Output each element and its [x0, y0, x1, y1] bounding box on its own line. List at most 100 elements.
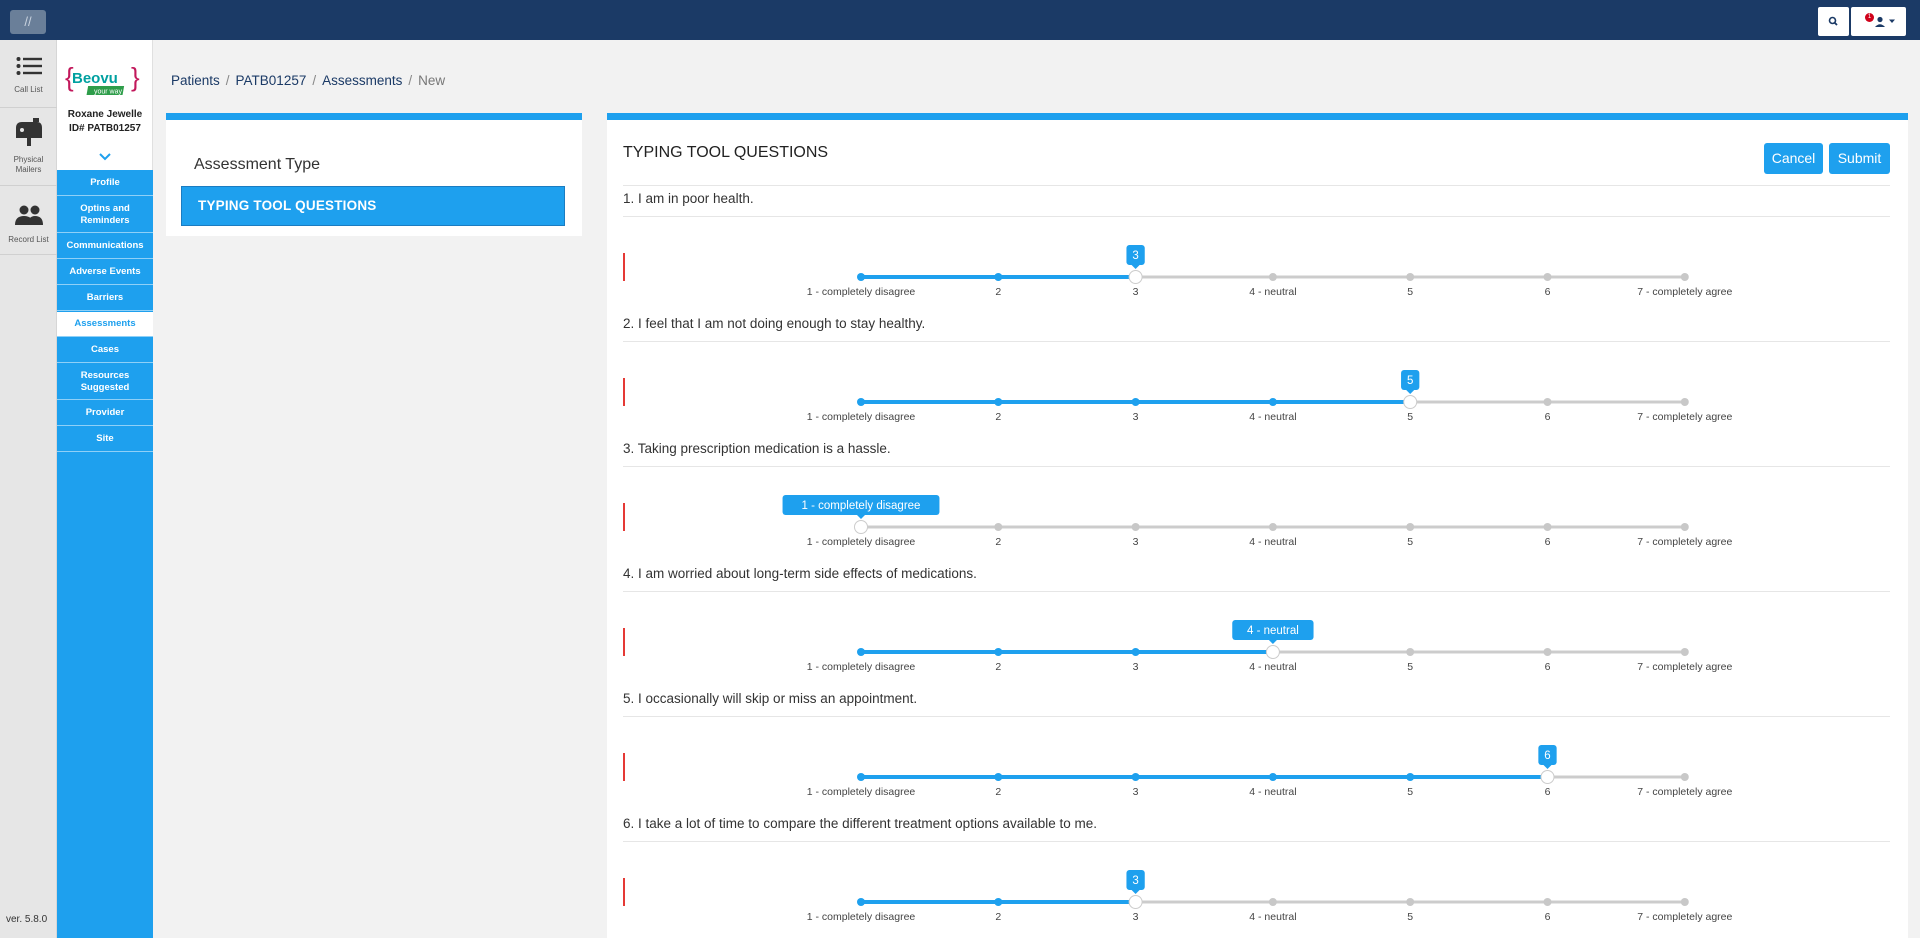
slider-tick[interactable] [1680, 898, 1689, 906]
slider-tick[interactable] [1268, 398, 1277, 406]
slider-tick-label: 1 - completely disagree [807, 411, 916, 423]
slider-tick-label: 4 - neutral [1249, 411, 1296, 423]
rail-divider [0, 107, 57, 108]
question-divider [623, 216, 1890, 217]
breadcrumb-patients[interactable]: Patients [171, 73, 220, 88]
slider-handle[interactable] [1265, 645, 1280, 659]
slider-handle[interactable] [1540, 770, 1555, 784]
rating-slider[interactable]: 1 - completely disagree 2 3 4 - neutral 5 6 7 … [623, 441, 1890, 566]
slider-handle[interactable] [1403, 395, 1418, 409]
slider-tick[interactable] [1543, 398, 1552, 406]
slider-tick-label: 4 - neutral [1249, 286, 1296, 298]
slider-tick[interactable] [994, 648, 1003, 656]
slider-handle[interactable] [854, 520, 868, 534]
slider-tick[interactable] [857, 273, 865, 281]
slider-tick[interactable] [1543, 273, 1552, 281]
slider-tick-label: 5 [1407, 411, 1413, 423]
patient-nav-item-adverse-events[interactable]: Adverse Events [57, 260, 153, 285]
slider-tick-label: 2 [995, 786, 1001, 798]
slider-tick[interactable] [994, 523, 1003, 531]
patient-nav-item-communications[interactable]: Communications [57, 234, 153, 259]
slider-handle[interactable] [1128, 895, 1143, 909]
search-icon [1828, 16, 1838, 26]
breadcrumb-assessments[interactable]: Assessments [322, 73, 403, 88]
slider-tick[interactable] [1268, 898, 1277, 906]
patient-nav-item-barriers[interactable]: Barriers [57, 286, 153, 311]
question-item: 1. I am in poor health. 1 - completely di… [623, 191, 1890, 316]
slider-tick-label: 6 [1545, 286, 1551, 298]
slider-tick[interactable] [994, 773, 1003, 781]
rating-slider[interactable]: 1 - completely disagree 2 3 4 - neutral 5 6 7 … [623, 191, 1890, 316]
slider-tick[interactable] [1406, 898, 1415, 906]
patient-nav-item-site[interactable]: Site [57, 427, 153, 452]
question-item: 6. I take a lot of time to compare the d… [623, 816, 1890, 938]
slider-tick[interactable] [1680, 523, 1689, 531]
slider-tick-label: 6 [1545, 536, 1551, 548]
breadcrumb-patient-id[interactable]: PATB01257 [235, 73, 307, 88]
slider-tick[interactable] [994, 898, 1003, 906]
chevron-down-icon[interactable] [98, 152, 112, 161]
slider-tick[interactable] [1406, 648, 1415, 656]
rating-slider[interactable]: 1 - completely disagree 2 3 4 - neutral 5 6 7 … [623, 566, 1890, 691]
rail-item-physical-mailers[interactable]: Physical Mailers [0, 118, 57, 175]
slider-tick[interactable] [1543, 648, 1552, 656]
slider-tick[interactable] [1131, 773, 1140, 781]
rating-slider[interactable]: 1 - completely disagree 2 3 4 - neutral 5 6 7 … [623, 316, 1890, 441]
chevron-down-icon [1889, 19, 1895, 23]
patient-nav-item-assessments[interactable]: Assessments [57, 312, 153, 337]
slider-tick[interactable] [1131, 523, 1140, 531]
slider-tick[interactable] [857, 398, 865, 406]
slider-tick[interactable] [1268, 523, 1277, 531]
patient-nav-item-profile[interactable]: Profile [57, 171, 153, 196]
patient-id: ID# PATB01257 [69, 123, 141, 134]
slider-tick-label: 1 - completely disagree [807, 786, 916, 798]
question-divider [623, 466, 1890, 467]
slider-tick[interactable] [1406, 523, 1415, 531]
slider-tick[interactable] [994, 273, 1003, 281]
slider-tick[interactable] [1268, 773, 1277, 781]
rail-item-call-list[interactable]: Call List [0, 56, 57, 95]
app-logo[interactable]: // [10, 10, 46, 34]
slider-tick-label: 5 [1407, 286, 1413, 298]
rail-label: Physical Mailers [13, 155, 44, 174]
assessment-type-option[interactable]: TYPING TOOL QUESTIONS [181, 186, 565, 226]
rating-slider[interactable]: 1 - completely disagree 2 3 4 - neutral 5 6 7 … [623, 691, 1890, 816]
slider-tick-label: 5 [1407, 786, 1413, 798]
slider-tick[interactable] [857, 648, 865, 656]
slider-tick-label: 2 [995, 286, 1001, 298]
user-menu-button[interactable]: 1 [1851, 7, 1906, 36]
slider-handle[interactable] [1128, 270, 1143, 284]
slider-tick[interactable] [1680, 773, 1689, 781]
slider-tick[interactable] [1131, 648, 1140, 656]
patient-nav-item-optins-and-reminders[interactable]: Optins and Reminders [57, 197, 153, 233]
slider-tick[interactable] [1680, 648, 1689, 656]
question-item: 3. Taking prescription medication is a h… [623, 441, 1890, 566]
slider-tick[interactable] [1268, 273, 1277, 281]
slider-tick-label: 4 - neutral [1249, 911, 1296, 923]
slider-tick[interactable] [1680, 398, 1689, 406]
slider-tick[interactable] [1406, 273, 1415, 281]
submit-button[interactable]: Submit [1829, 143, 1890, 174]
slider-value-label: 3 [1132, 250, 1138, 262]
patient-nav-item-resources-suggested[interactable]: Resources Suggested [57, 364, 153, 400]
slider-tick[interactable] [1543, 898, 1552, 906]
patient-nav-item-provider[interactable]: Provider [57, 401, 153, 426]
slider-tick[interactable] [1406, 773, 1415, 781]
patient-nav-item-cases[interactable]: Cases [57, 338, 153, 363]
slider-tick[interactable] [1543, 523, 1552, 531]
rail-item-record-list[interactable]: Record List [0, 204, 57, 245]
rating-slider[interactable]: 1 - completely disagree 2 3 4 - neutral 5 6 7 … [623, 816, 1890, 938]
slider-tick[interactable] [1680, 273, 1689, 281]
search-button[interactable] [1818, 7, 1849, 36]
slider-tick[interactable] [857, 898, 865, 906]
slider-tick[interactable] [857, 773, 865, 781]
cancel-button[interactable]: Cancel [1764, 143, 1823, 174]
slider-tick-label: 5 [1407, 661, 1413, 673]
svg-text:Beovu: Beovu [72, 70, 118, 87]
rail-divider [0, 254, 57, 255]
slider-tick[interactable] [994, 398, 1003, 406]
breadcrumb-separator: / [408, 73, 413, 88]
slider-tick[interactable] [1131, 398, 1140, 406]
assessment-type-title: Assessment Type [194, 156, 320, 173]
slider-value-tooltip: 3 [1126, 870, 1145, 894]
